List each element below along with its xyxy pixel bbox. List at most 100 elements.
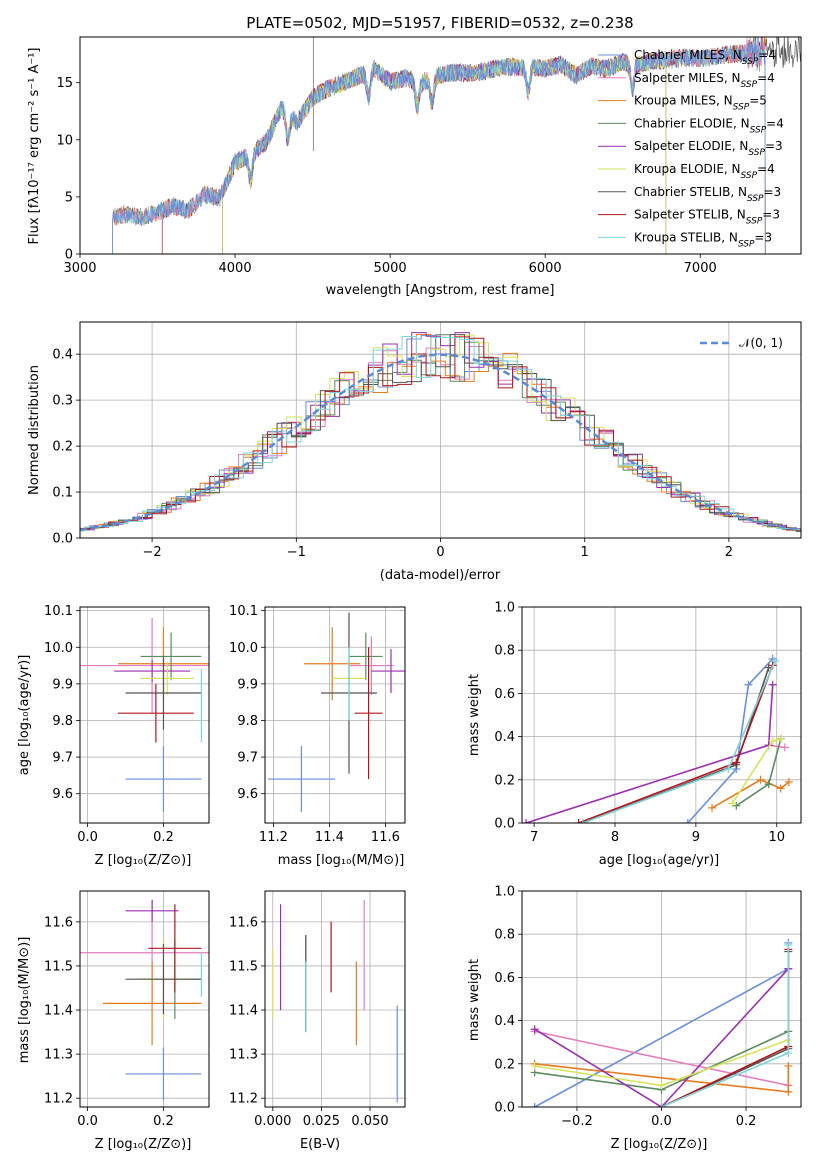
- y-tick-label: 0.2: [494, 773, 515, 788]
- plus-marker: [578, 819, 587, 823]
- y-tick-label: 1.0: [494, 885, 515, 900]
- x-tick-label: 0.2: [153, 1114, 174, 1129]
- plus-marker: [708, 803, 717, 812]
- weight-vs-z-ylabel: mass weight: [467, 959, 482, 1041]
- mass-vs-z-panel: 0.0 0.2 11.2 11.3 11.4 11.5 11.6 Z [log₁₀(Z/Z⊙…: [17, 890, 210, 1152]
- y-tick-label: 0.8: [494, 928, 515, 943]
- weight-series-line: [534, 1030, 789, 1087]
- y-tick-label: 1.0: [494, 601, 515, 616]
- legend-label: Kroupa STELIB, NSSP=3: [634, 230, 772, 249]
- weight-vs-age-xlabel: age [log₁₀(age/yr)]: [599, 853, 720, 868]
- axes-frame: [521, 606, 802, 824]
- axes-frame: [264, 606, 406, 824]
- plus-marker: [728, 799, 737, 808]
- x-tick-label: 0.0: [651, 1114, 672, 1129]
- legend-label: Chabrier ELODIE, NSSP=4: [634, 116, 784, 135]
- y-tick-label: 10.1: [229, 604, 258, 619]
- x-tick-label: 7: [530, 830, 538, 845]
- x-tick-label: 0.2: [736, 1114, 757, 1129]
- plus-marker: [780, 743, 789, 752]
- histogram-series: [80, 334, 801, 532]
- y-tick-label: 11.4: [44, 1004, 73, 1019]
- age-vs-z-plot-area: 0.0 0.2 9.6 9.7 9.8 9.9 10.0 10.1: [44, 604, 210, 845]
- y-tick-label: 9.6: [52, 787, 73, 802]
- y-tick-label: 9.7: [237, 751, 258, 766]
- plus-marker: [771, 657, 780, 665]
- plus-marker: [530, 1061, 539, 1070]
- y-tick-label: 0: [65, 248, 73, 263]
- y-tick-label: 0.8: [494, 644, 515, 659]
- y-tick-label: 11.5: [44, 959, 73, 974]
- plus-marker: [744, 680, 753, 689]
- x-tick-label: 11.2: [259, 830, 288, 845]
- plus-marker: [530, 1025, 539, 1034]
- residual-ylabel: Normed distribution: [27, 365, 42, 495]
- y-tick-label: 0.4: [52, 348, 73, 363]
- residual-xlabel: (data-model)/error: [380, 568, 501, 583]
- mass-vs-ebv-panel: 0.000 0.025 0.050 11.2 11.3 11.4 11.5 11.6 E(B-…: [229, 890, 406, 1152]
- plus-marker: [784, 1087, 793, 1096]
- x-tick-label: 10: [768, 830, 785, 845]
- y-tick-label: 9.9: [52, 677, 73, 692]
- plus-marker: [784, 1049, 793, 1057]
- y-tick-label: 11.5: [229, 959, 258, 974]
- age-vs-mass-plot-area: 11.2 11.4 11.6 9.6 9.7 9.8 9.9 10.0 10.1: [229, 604, 406, 845]
- plus-marker: [530, 1103, 539, 1107]
- y-tick-label: 0.0: [494, 1101, 515, 1116]
- weight-vs-z-plot-area: −0.2 0.0 0.2 0.0 0.2 0.4 0.6 0.8 1.0: [494, 885, 802, 1129]
- y-tick-label: 11.2: [229, 1092, 258, 1107]
- plus-marker: [732, 758, 741, 767]
- x-tick-label: 1: [581, 545, 589, 560]
- y-tick-label: 9.7: [52, 751, 73, 766]
- residual-panel: −2 −1 0 1 2 0.0 0.1 0.2 0.3 0.4 (data-model)/erro…: [27, 321, 802, 583]
- normal-curve: [80, 353, 801, 532]
- plus-marker: [756, 775, 765, 784]
- y-tick-label: 9.8: [52, 714, 73, 729]
- plus-marker: [574, 819, 583, 823]
- y-tick-label: 11.3: [44, 1048, 73, 1063]
- plus-marker: [732, 801, 741, 810]
- axes-frame: [79, 890, 210, 1108]
- mass-vs-ebv-plot-area: 0.000 0.025 0.050 11.2 11.3 11.4 11.5 11.6: [229, 890, 406, 1129]
- y-tick-label: 9.8: [237, 714, 258, 729]
- y-tick-label: 15: [56, 76, 73, 91]
- x-tick-label: 0.000: [254, 1114, 291, 1129]
- x-tick-label: 0.2: [153, 830, 174, 845]
- plus-marker: [776, 784, 785, 793]
- weight-vs-age-plot-area: 7 8 9 10 0.0 0.2 0.4 0.6 0.8 1.0: [494, 601, 802, 845]
- plus-marker: [784, 941, 793, 949]
- y-tick-label: 9.6: [237, 787, 258, 802]
- legend-label: Salpeter ELODIE, NSSP=3: [634, 139, 783, 158]
- legend-label: Salpeter STELIB, NSSP=3: [634, 208, 780, 227]
- y-tick-label: 0.4: [494, 730, 515, 745]
- residual-legend: 𝒩(0, 1): [700, 336, 783, 350]
- y-tick-label: 0.3: [52, 394, 73, 409]
- plus-marker: [776, 734, 785, 743]
- plus-marker: [784, 777, 793, 786]
- y-tick-label: 10.0: [229, 641, 258, 656]
- y-tick-label: 9.9: [237, 677, 258, 692]
- axes-frame: [79, 321, 802, 539]
- plus-marker: [657, 1103, 666, 1107]
- spectrum-title: PLATE=0502, MJD=51957, FIBERID=0532, z=0…: [246, 14, 633, 32]
- y-tick-label: 0.1: [52, 486, 73, 501]
- y-tick-label: 11.6: [44, 915, 73, 930]
- x-tick-label: 0: [436, 545, 444, 560]
- y-tick-label: 11.6: [229, 915, 258, 930]
- weight-vs-z-panel: −0.2 0.0 0.2 0.0 0.2 0.4 0.6 0.8 1.0 Z [log₁₀(Z/…: [467, 885, 802, 1152]
- spectrum-series-line: [112, 37, 766, 254]
- legend-label: Kroupa ELODIE, NSSP=4: [634, 162, 775, 181]
- age-vs-z-panel: 0.0 0.2 9.6 9.7 9.8 9.9 10.0 10.1 Z [log₁₀(Z/Z⊙…: [17, 604, 210, 868]
- age-vs-mass-panel: 11.2 11.4 11.6 9.6 9.7 9.8 9.9 10.0 10.1 mass [l…: [229, 604, 406, 868]
- plus-marker: [657, 1081, 666, 1090]
- y-tick-label: 10.0: [44, 641, 73, 656]
- plus-marker: [522, 819, 531, 823]
- legend-label: Kroupa MILES, NSSP=5: [634, 94, 767, 113]
- plus-marker: [784, 1061, 793, 1070]
- y-tick-label: 0.0: [52, 532, 73, 547]
- legend-label: Salpeter MILES, NSSP=4: [634, 71, 775, 90]
- axes-frame: [79, 606, 210, 824]
- weight-vs-age-panel: 7 8 9 10 0.0 0.2 0.4 0.6 0.8 1.0 age [log₁₀(age/y…: [467, 601, 802, 868]
- legend-label: Chabrier STELIB, NSSP=3: [634, 185, 781, 204]
